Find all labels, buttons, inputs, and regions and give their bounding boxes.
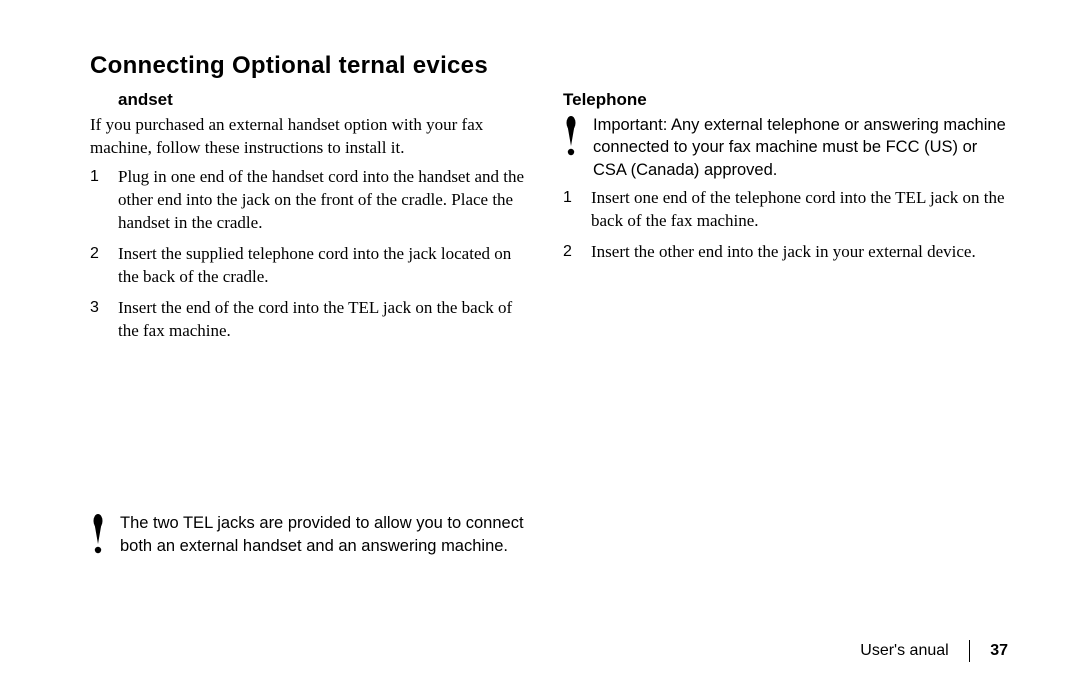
handset-steps: 1 Plug in one end of the handset cord in… [90, 166, 535, 343]
telephone-heading: Telephone [563, 90, 1008, 110]
step-number: 3 [90, 297, 110, 319]
telephone-steps: 1 Insert one end of the telephone cord i… [563, 187, 1008, 264]
list-item: 3 Insert the end of the cord into the TE… [90, 297, 535, 343]
exclamation-icon [563, 114, 579, 156]
page-number: 37 [990, 642, 1008, 660]
list-item: 1 Plug in one end of the handset cord in… [90, 166, 535, 235]
list-item: 2 Insert the other end into the jack in … [563, 241, 1008, 264]
step-number: 1 [90, 166, 110, 188]
handset-heading: andset [90, 90, 535, 110]
list-item: 2 Insert the supplied telephone cord int… [90, 243, 535, 289]
footer-divider [969, 640, 971, 662]
step-number: 2 [563, 241, 583, 263]
step-text: Insert the end of the cord into the TEL … [118, 298, 512, 340]
footer: User's anual 37 [860, 640, 1008, 662]
footer-label: User's anual [860, 642, 948, 660]
manual-page: Connecting Optional ternal evices andset… [0, 0, 1080, 698]
step-text: Insert the supplied telephone cord into … [118, 244, 511, 286]
columns: andset If you purchased an external hand… [90, 90, 1008, 557]
telephone-note-text: Important: Any external telephone or ans… [593, 114, 1008, 181]
handset-intro: If you purchased an external handset opt… [90, 114, 535, 160]
step-number: 2 [90, 243, 110, 265]
step-text: Insert the other end into the jack in yo… [591, 242, 976, 261]
step-text: Plug in one end of the handset cord into… [118, 167, 524, 232]
telephone-note: Important: Any external telephone or ans… [563, 114, 1008, 181]
handset-note-text: The two TEL jacks are provided to allow … [120, 512, 535, 557]
exclamation-icon [90, 512, 106, 554]
step-text: Insert one end of the telephone cord int… [591, 188, 1005, 230]
column-telephone: Telephone Important: Any external teleph… [563, 90, 1008, 557]
step-number: 1 [563, 187, 583, 209]
column-handset: andset If you purchased an external hand… [90, 90, 535, 557]
handset-note: The two TEL jacks are provided to allow … [90, 512, 535, 557]
page-title: Connecting Optional ternal evices [90, 52, 1008, 80]
list-item: 1 Insert one end of the telephone cord i… [563, 187, 1008, 233]
